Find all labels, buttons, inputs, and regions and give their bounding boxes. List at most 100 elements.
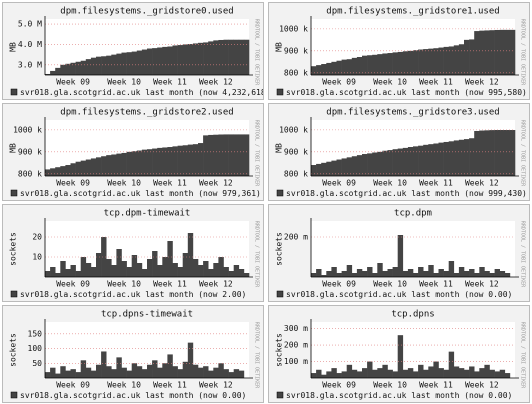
legend-swatch: [10, 290, 18, 298]
area-segment: [147, 259, 153, 277]
side-label: RRDTOOL / TOBI OETIKER: [520, 120, 526, 187]
y-axis-label: sockets: [275, 333, 284, 367]
area-segment: [45, 73, 51, 75]
area-segment: [392, 267, 398, 277]
area-segment: [321, 64, 327, 75]
area-segment: [382, 150, 388, 176]
area-segment: [126, 370, 132, 378]
area-segment: [162, 46, 168, 75]
area-segment: [96, 157, 102, 176]
x-tick-label: Week 10: [107, 280, 141, 289]
chart-title: tcp.dpns-timewait: [101, 310, 193, 320]
area-segment: [223, 134, 229, 176]
area-segment: [228, 271, 234, 277]
area-segment: [80, 160, 87, 176]
chart-panel: tcp.dpm-timewait sockets RRDTOOL / TOBI OE…: [2, 204, 264, 302]
side-label: RRDTOOL / TOBI OETIKER: [520, 322, 526, 389]
area-segment: [187, 44, 194, 75]
area-segment: [356, 56, 363, 75]
area-segment: [402, 147, 409, 176]
x-tick-label: Week 10: [107, 381, 141, 390]
area-segment: [238, 39, 245, 75]
area-segment: [433, 273, 439, 277]
area-segment: [55, 373, 61, 378]
area-segment: [111, 265, 117, 277]
area-segment: [504, 273, 511, 277]
area-segment: [238, 269, 245, 277]
area-segment: [362, 154, 368, 176]
area-segment: [387, 369, 393, 378]
area-segment: [316, 269, 322, 277]
area-segment: [372, 273, 378, 277]
area-segment: [453, 45, 460, 75]
area-segment: [418, 267, 424, 277]
y-tick-label: 900 k: [18, 147, 42, 156]
side-label: RRDTOOL / TOBI OETIKER: [254, 19, 260, 86]
area-segment: [101, 237, 107, 277]
side-label: RRDTOOL / TOBI OETIKER: [254, 120, 260, 187]
area-segment: [187, 233, 194, 277]
area-segment: [198, 367, 204, 378]
chart-title: dpm.filesystems._gridstore3.used: [326, 108, 499, 118]
area-segment: [55, 273, 61, 277]
x-tick-label: Week 12: [465, 381, 499, 390]
area-segment: [326, 62, 332, 75]
x-tick-label: Week 10: [373, 280, 407, 289]
area-segment: [392, 52, 398, 75]
x-tick-label: Week 12: [465, 78, 499, 87]
area-segment: [182, 145, 189, 176]
area-segment: [331, 160, 337, 176]
area-segment: [101, 156, 107, 176]
area-segment: [228, 134, 234, 176]
area-segment: [243, 273, 250, 277]
area-segment: [453, 140, 460, 176]
area-segment: [198, 143, 204, 176]
area-segment: [474, 130, 480, 176]
area-segment: [85, 367, 92, 378]
area-segment: [75, 372, 81, 378]
area-segment: [55, 67, 61, 75]
y-tick-label: 1000 k: [279, 125, 308, 134]
area-segment: [167, 354, 173, 378]
area-segment: [136, 50, 143, 75]
area-segment: [494, 269, 500, 277]
area-segment: [131, 51, 138, 75]
chart-panel: dpm.filesystems._gridstore1.used MB RRDTOO…: [268, 2, 530, 100]
area-segment: [428, 48, 434, 75]
area-segment: [413, 371, 419, 378]
area-segment: [106, 155, 112, 176]
area-segment: [131, 151, 138, 176]
area-segment: [70, 265, 76, 277]
area-segment: [90, 370, 97, 378]
area-segment: [504, 130, 511, 176]
area-segment: [367, 55, 373, 75]
area-segment: [223, 369, 229, 378]
x-tick-label: Week 09: [322, 78, 356, 87]
area-segment: [65, 269, 71, 277]
area-segment: [162, 363, 168, 378]
area-segment: [80, 360, 87, 378]
x-tick-label: Week 11: [153, 78, 187, 87]
area-segment: [499, 271, 506, 277]
x-tick-label: Week 09: [56, 78, 90, 87]
area-segment: [45, 271, 51, 277]
area-segment: [356, 269, 363, 277]
x-tick-label: Week 09: [56, 179, 90, 188]
area-segment: [50, 168, 56, 176]
area-segment: [121, 367, 127, 378]
area-segment: [464, 369, 470, 378]
area-segment: [474, 273, 480, 277]
area-segment: [428, 366, 434, 378]
x-tick-label: Week 12: [199, 381, 233, 390]
y-tick-label: 150: [28, 329, 43, 338]
area-segment: [80, 60, 87, 75]
chart-title: dpm.filesystems._gridstore0.used: [60, 7, 233, 17]
area-segment: [428, 265, 434, 277]
area-segment: [448, 46, 455, 75]
area-segment: [484, 271, 490, 277]
area-segment: [372, 369, 378, 378]
area-segment: [484, 130, 490, 176]
area-segment: [157, 367, 163, 378]
area-segment: [131, 255, 138, 277]
area-segment: [233, 369, 240, 378]
